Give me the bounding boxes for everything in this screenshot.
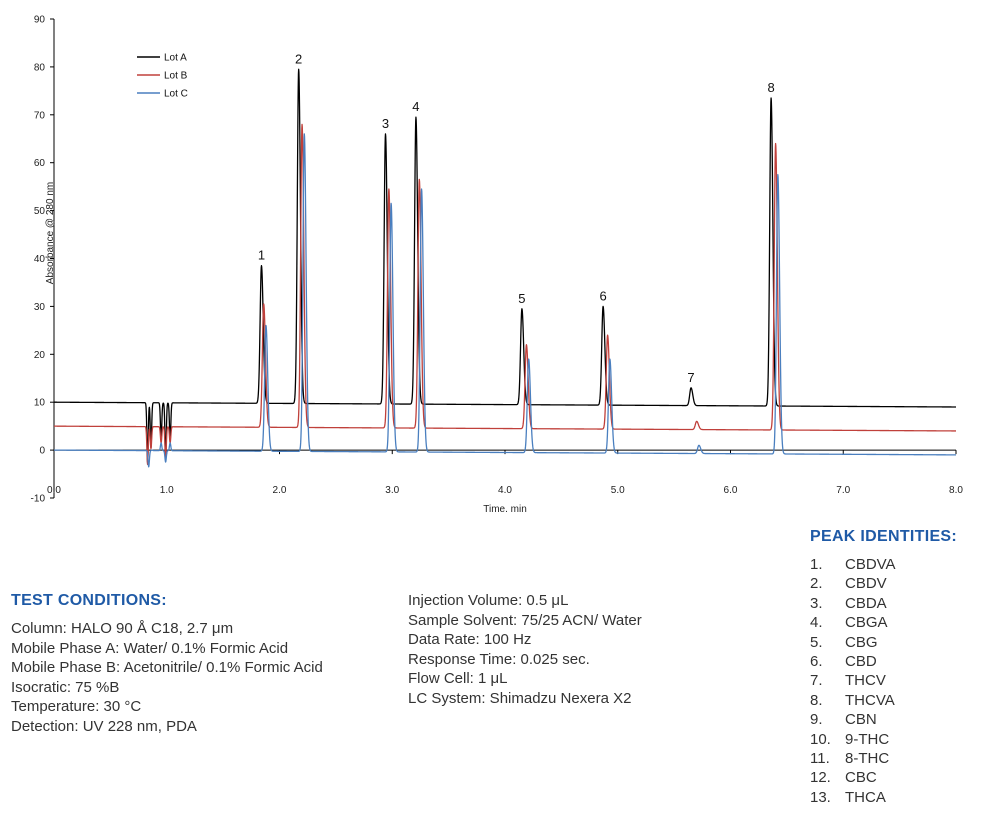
peak-number: 12. (810, 769, 831, 787)
legend-item: Lot C (137, 89, 188, 100)
peak-number: 4. (810, 614, 823, 632)
condition-line: Flow Cell: 1 μL (408, 670, 508, 687)
condition-line: Temperature: 30 °C (11, 698, 142, 715)
y-tick-label: 20 (34, 350, 46, 361)
condition-line: Column: HALO 90 Å C18, 2.7 μm (11, 620, 234, 637)
condition-line: Isocratic: 75 %B (11, 678, 120, 696)
legend-item: Lot A (137, 53, 187, 64)
peak-name: CBD (845, 652, 877, 670)
x-tick-label: 7.0 (836, 485, 850, 496)
peak-name: 9-THC (845, 730, 890, 748)
peak-number: 5. (810, 633, 823, 651)
condition-line: Detection: UV 228 nm, PDA (11, 717, 197, 735)
x-tick-label: 0.0 (47, 485, 61, 496)
peak-name: CBDV (845, 575, 887, 593)
y-tick-label: 40 (34, 254, 46, 265)
peak-name: CBC (845, 769, 877, 787)
x-tick-label: 6.0 (724, 485, 738, 496)
condition-line: LC System: Shimadzu Nexera X2 (408, 689, 632, 707)
peak-name: THCA (845, 788, 886, 806)
peak-name: CBG (845, 633, 878, 651)
x-tick-label: 4.0 (498, 485, 512, 496)
test-conditions-right: Injection Volume: 0.5 μL Sample Solvent: … (408, 591, 642, 708)
peak-number: 13. (810, 788, 831, 806)
peak-name: CBDVA (845, 556, 896, 573)
series-line-lot-b (53, 123, 957, 466)
peak-label: 4 (412, 99, 419, 114)
peak-label: 6 (599, 288, 606, 303)
peak-name: THCV (845, 672, 886, 690)
y-tick-label: -10 (31, 494, 46, 505)
x-tick-label: 5.0 (611, 485, 625, 496)
peak-number: 9. (810, 711, 823, 729)
legend-label: Lot B (164, 71, 188, 82)
peak-name: CBGA (845, 614, 888, 632)
peak-label: 2 (295, 51, 302, 66)
y-tick-label: 90 (34, 15, 46, 26)
condition-line: Mobile Phase A: Water/ 0.1% Formic Acid (11, 639, 289, 657)
axes: -10 0 10 20 30 40 50 60 70 80 90 0.0 1.0 2.0 3.0 4.0 5.0… (31, 15, 964, 505)
test-conditions-left: Column: HALO 90 Å C18, 2.7 μm Mobile Phas… (11, 619, 323, 736)
legend-label: Lot A (164, 53, 187, 64)
peak-name: CBDA (845, 594, 887, 612)
peak-number: 11. (810, 749, 830, 767)
peak-identities-title: PEAK IDENTITIES: (810, 528, 958, 545)
y-axis-title: Absorbance @ 280 nm (45, 182, 56, 284)
peak-name: 8-THC (845, 749, 890, 767)
peak-name: THCVA (845, 691, 895, 709)
condition-line: Mobile Phase B: Acetonitrile/ 0.1% Formi… (11, 659, 323, 676)
peak-number: 7. (810, 672, 823, 690)
chromatogram-chart: -10 0 10 20 30 40 50 60 70 80 90 0.0 1.0 2.0 3.0 4.0 5.0… (31, 15, 964, 516)
condition-line: Data Rate: 100 Hz (408, 631, 532, 648)
peak-label: 3 (382, 116, 389, 131)
peak-number: 2. (810, 575, 823, 593)
series-line-lot-c (53, 133, 957, 468)
x-tick-label: 1.0 (160, 485, 174, 496)
peak-number: 10. (810, 730, 831, 748)
condition-line: Injection Volume: 0.5 μL (408, 592, 569, 609)
x-tick-label: 2.0 (273, 485, 287, 496)
x-tick-label: 8.0 (949, 485, 963, 496)
peak-label: 8 (767, 80, 774, 95)
y-tick-label: 0 (39, 446, 45, 457)
peak-name: CBN (845, 711, 877, 729)
legend-item: Lot B (137, 71, 188, 82)
y-tick-label: 10 (34, 398, 46, 409)
peak-label: 1 (258, 248, 265, 263)
peak-labels: 1 2 3 4 5 6 7 8 (258, 51, 775, 385)
peak-number: 3. (810, 594, 823, 612)
condition-line: Sample Solvent: 75/25 ACN/ Water (408, 611, 642, 629)
y-tick-label: 80 (34, 62, 46, 73)
legend-label: Lot C (164, 89, 188, 100)
y-tick-label: 50 (34, 206, 46, 217)
y-tick-label: 60 (34, 158, 46, 169)
peak-number: 8. (810, 691, 823, 709)
x-axis-title: Time. min (483, 504, 527, 515)
peak-number: 1. (810, 556, 823, 573)
test-conditions-title: TEST CONDITIONS: (11, 592, 167, 609)
series-line-lot-a (53, 68, 957, 463)
y-tick-label: 30 (34, 302, 46, 313)
y-tick-label: 70 (34, 110, 46, 121)
peak-label: 7 (687, 370, 694, 385)
x-tick-label: 3.0 (385, 485, 399, 496)
peak-label: 5 (518, 291, 525, 306)
condition-line: Response Time: 0.025 sec. (408, 650, 590, 668)
series-layer (53, 68, 957, 468)
peak-number: 6. (810, 652, 823, 670)
legend: Lot A Lot B Lot C (137, 53, 188, 100)
